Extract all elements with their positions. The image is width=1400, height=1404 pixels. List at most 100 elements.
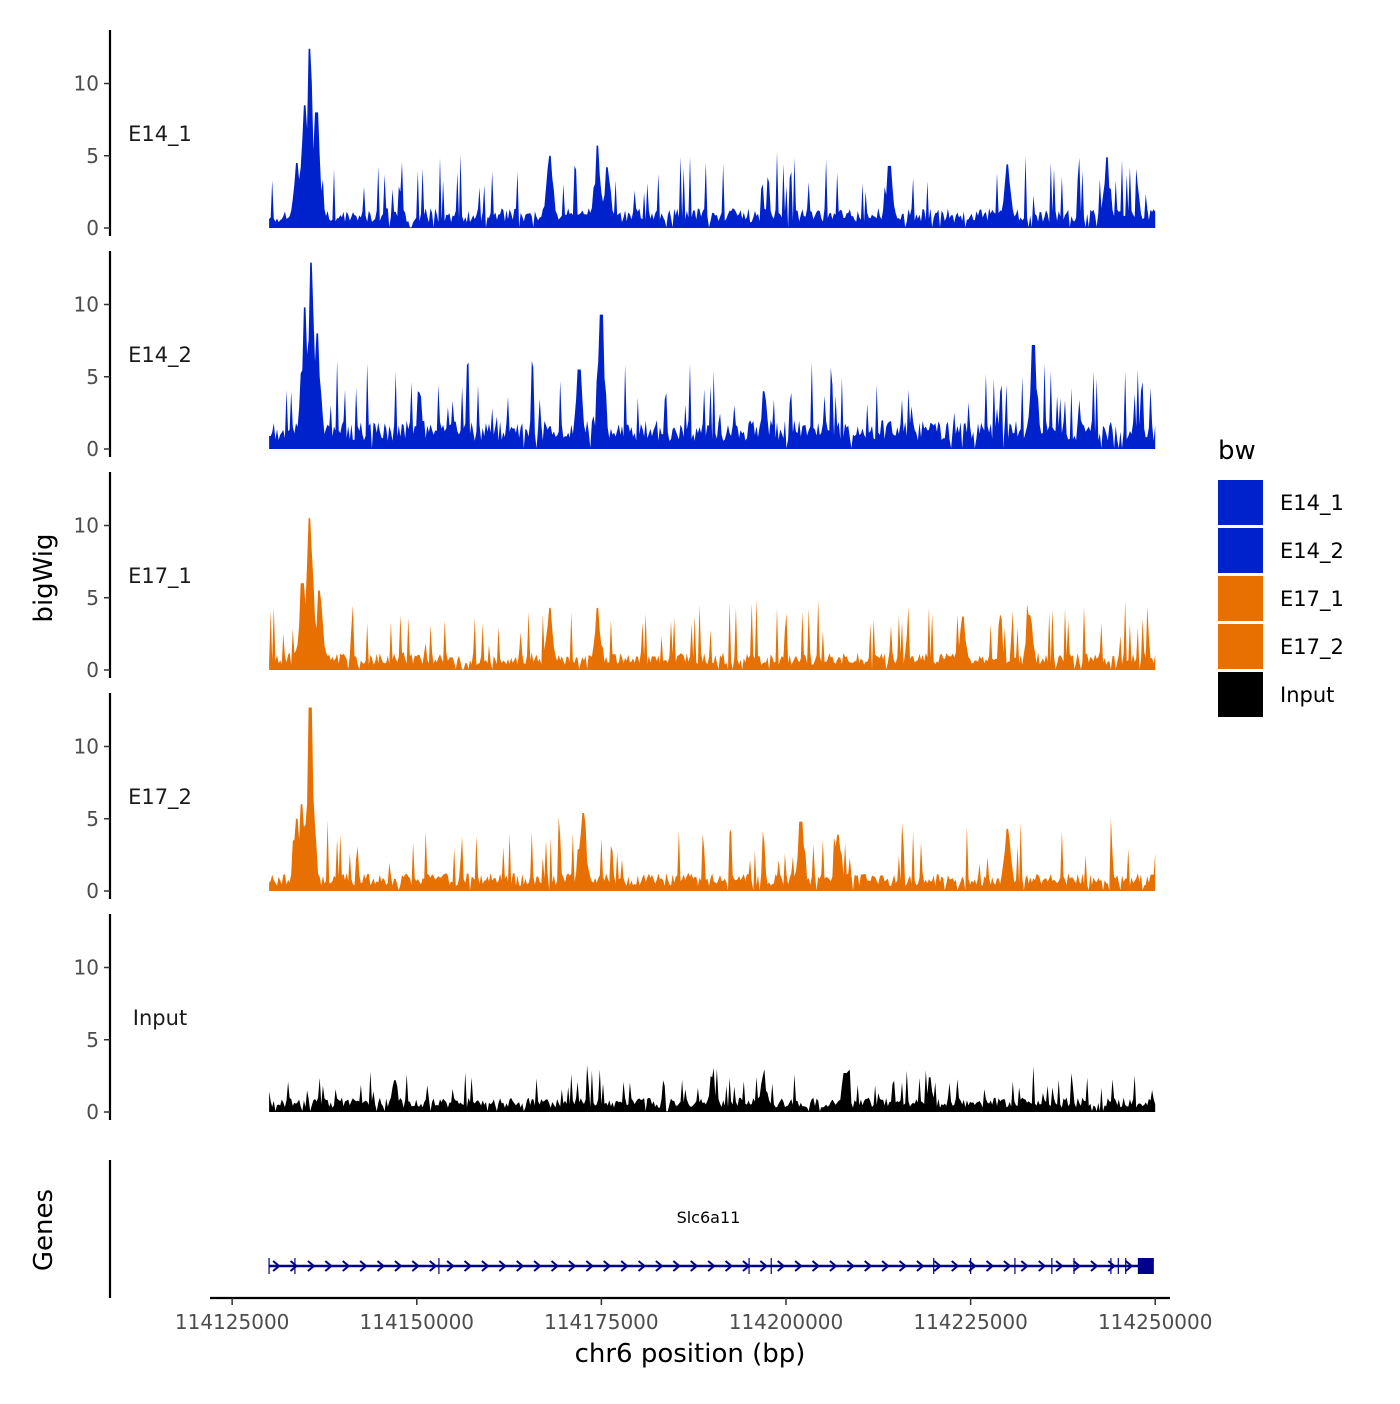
y-tick-label: 10 — [74, 735, 99, 759]
strand-arrow — [342, 1260, 351, 1272]
legend: bw E14_1 E14_2 E17_1 E17_2 Input — [1218, 436, 1344, 717]
strand-arrow — [307, 1260, 316, 1272]
x-tick-label: 114175000 — [544, 1310, 659, 1334]
y-tick-label: 5 — [86, 1028, 99, 1052]
strand-arrow — [777, 1260, 786, 1272]
strand-arrow — [724, 1260, 734, 1272]
genes-panel-title: Genes — [29, 1189, 59, 1271]
legend-swatch — [1218, 576, 1263, 621]
strand-arrow — [533, 1260, 542, 1272]
legend-label: E17_1 — [1280, 587, 1344, 612]
strand-arrow — [498, 1260, 507, 1272]
legend-title: bw — [1218, 436, 1256, 466]
strand-arrow — [759, 1260, 768, 1272]
track-input: 0 5 10 Input — [74, 914, 1156, 1124]
strand-arrow — [568, 1260, 577, 1272]
legend-swatch — [1218, 624, 1263, 669]
track-signal-area — [269, 1065, 1156, 1112]
y-tick-label: 10 — [74, 293, 99, 317]
legend-label: Input — [1280, 683, 1334, 707]
genes-panel: Slc6a11 — [108, 1160, 1154, 1298]
track-label: E17_2 — [128, 785, 192, 810]
y-tick-label: 0 — [86, 1100, 99, 1124]
strand-arrow — [1055, 1260, 1064, 1272]
legend-swatch — [1218, 672, 1263, 717]
x-tick-label: 114150000 — [360, 1310, 475, 1334]
strand-arrow — [411, 1260, 420, 1272]
strand-arrow — [690, 1260, 699, 1272]
legend-swatch — [1218, 480, 1263, 525]
strand-arrow — [289, 1260, 299, 1272]
tracks-layer: 0 5 10 E14_1 0 5 10 E14_2 0 5 10 E17_1 0 5 10 E17_2 0 5 10… — [74, 30, 1156, 1124]
gene-label: Slc6a11 — [677, 1208, 741, 1227]
track-e14-2: 0 5 10 E14_2 — [74, 251, 1156, 461]
strand-arrow — [1072, 1260, 1082, 1272]
strand-arrow — [811, 1260, 821, 1272]
strand-arrow — [916, 1260, 925, 1272]
strand-arrow — [359, 1260, 368, 1272]
strand-arrow — [550, 1260, 560, 1272]
legend-label: E14_2 — [1280, 539, 1344, 564]
x-axis-title: chr6 position (bp) — [575, 1339, 806, 1369]
strand-arrow — [846, 1260, 855, 1272]
y-tick-label: 0 — [86, 437, 99, 461]
y-axis-title: bigWig — [29, 533, 59, 622]
strand-arrow — [933, 1260, 942, 1272]
strand-arrow — [429, 1260, 438, 1272]
strand-arrow — [951, 1260, 960, 1272]
track-signal-area — [269, 48, 1156, 228]
strand-arrow — [881, 1260, 890, 1272]
legend-label: E14_1 — [1280, 491, 1344, 516]
strand-arrow — [898, 1260, 908, 1272]
strand-arrow — [516, 1260, 525, 1272]
y-tick-label: 5 — [86, 807, 99, 831]
x-tick-label: 114200000 — [729, 1310, 844, 1334]
track-label: E14_2 — [128, 343, 192, 368]
track-label: E17_1 — [128, 564, 192, 589]
strand-arrow — [672, 1260, 681, 1272]
strand-arrow — [794, 1260, 803, 1272]
strand-arrow — [324, 1260, 333, 1272]
strand-arrow — [1107, 1260, 1116, 1272]
y-tick-label: 10 — [74, 514, 99, 538]
strand-arrow — [603, 1260, 612, 1272]
strand-arrow — [481, 1260, 490, 1272]
y-tick-label: 5 — [86, 365, 99, 389]
track-signal-area — [269, 262, 1156, 449]
x-axis: 114125000 114150000 114175000 114200000 1142… — [175, 1296, 1212, 1334]
strand-arrow — [394, 1260, 403, 1272]
strand-arrow — [620, 1260, 629, 1272]
y-tick-label: 0 — [86, 216, 99, 240]
y-tick-label: 5 — [86, 144, 99, 168]
strand-arrow — [985, 1260, 995, 1272]
strand-arrow — [1090, 1260, 1099, 1272]
x-tick-label: 114225000 — [913, 1310, 1028, 1334]
strand-arrow — [829, 1260, 838, 1272]
gene-end-exon — [1137, 1258, 1154, 1274]
track-e17-2: 0 5 10 E17_2 — [74, 693, 1156, 903]
track-label: Input — [133, 1006, 187, 1030]
strand-arrow — [1038, 1260, 1047, 1272]
legend-swatch — [1218, 528, 1263, 573]
y-tick-label: 10 — [74, 72, 99, 96]
strand-arrow — [463, 1260, 473, 1272]
y-tick-label: 0 — [86, 879, 99, 903]
strand-arrow — [376, 1260, 386, 1272]
y-tick-label: 0 — [86, 658, 99, 682]
y-tick-label: 5 — [86, 586, 99, 610]
strand-arrow — [864, 1260, 873, 1272]
track-signal-area — [269, 707, 1156, 891]
strand-arrow — [1125, 1260, 1134, 1272]
x-tick-label: 114125000 — [175, 1310, 290, 1334]
strand-arrow — [707, 1260, 716, 1272]
strand-arrow — [446, 1260, 455, 1272]
y-tick-label: 10 — [74, 956, 99, 980]
strand-arrow — [1020, 1260, 1029, 1272]
track-signal-area — [269, 518, 1156, 670]
track-e14-1: 0 5 10 E14_1 — [74, 30, 1156, 240]
legend-label: E17_2 — [1280, 635, 1344, 660]
strand-arrow — [637, 1260, 647, 1272]
track-e17-1: 0 5 10 E17_1 — [74, 472, 1156, 682]
